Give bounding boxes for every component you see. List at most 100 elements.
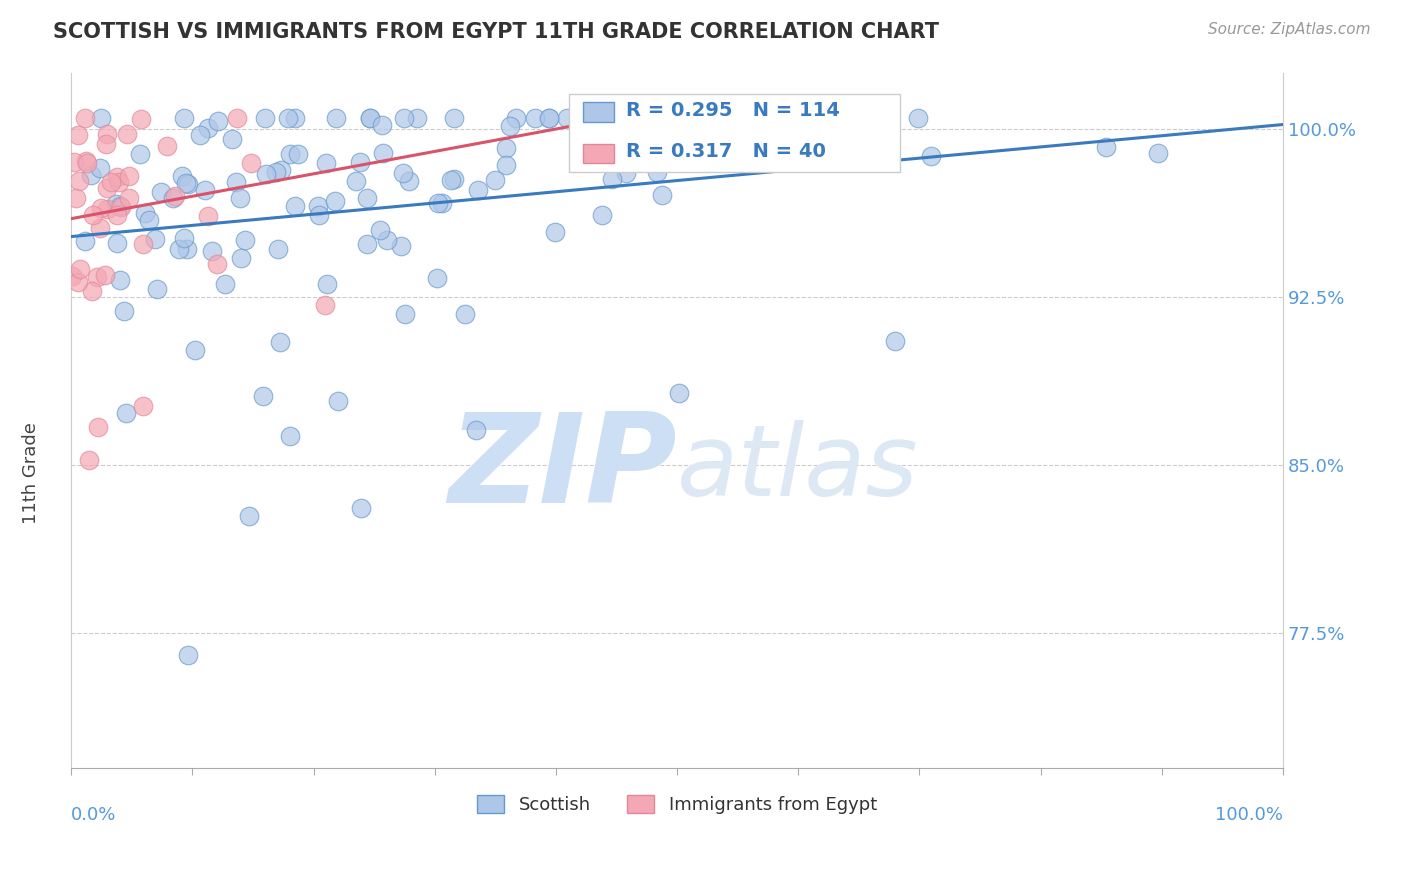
Point (229, 252, 252, 266)
Point (267, 242, 290, 256)
Point (495, 158, 517, 172)
Point (467, 183, 489, 197)
Point (307, 199, 329, 213)
Point (129, 147, 152, 161)
Point (325, 111, 347, 125)
Point (254, 167, 277, 181)
Point (359, 111, 381, 125)
Point (430, 195, 453, 210)
Point (183, 343, 205, 357)
Point (167, 242, 190, 256)
Point (115, 406, 138, 420)
Point (523, 111, 546, 125)
Point (356, 237, 378, 252)
Point (308, 208, 330, 222)
Point (226, 111, 249, 125)
Point (118, 169, 141, 183)
Point (427, 196, 450, 211)
Point (252, 389, 274, 403)
Point (105, 235, 128, 250)
Point (647, 165, 669, 179)
Point (221, 132, 243, 146)
Point (65, 191, 87, 205)
Point (82, 208, 104, 222)
Point (66, 128, 89, 143)
Point (720, 143, 742, 157)
Point (254, 111, 277, 125)
Text: 11th Grade: 11th Grade (22, 422, 39, 524)
Point (240, 156, 263, 170)
Point (117, 127, 139, 141)
Text: R = 0.295   N = 114: R = 0.295 N = 114 (626, 101, 839, 120)
Point (214, 277, 236, 291)
Point (278, 146, 301, 161)
Point (537, 111, 560, 125)
Point (440, 173, 463, 187)
Point (326, 394, 349, 409)
Point (505, 111, 527, 125)
Point (1095, 140, 1118, 154)
Point (225, 175, 247, 189)
Point (269, 335, 291, 350)
Point (373, 146, 395, 161)
Point (162, 191, 184, 205)
Point (176, 242, 198, 256)
Point (69, 261, 91, 276)
Point (315, 277, 337, 292)
Point (89, 220, 111, 235)
Point (389, 239, 412, 253)
Point (67, 174, 90, 188)
Text: 0.0%: 0.0% (72, 805, 117, 824)
Point (96, 202, 118, 217)
Point (398, 174, 420, 188)
Point (454, 307, 477, 321)
Point (235, 233, 257, 247)
Legend: Scottish, Immigrants from Egypt: Scottish, Immigrants from Egypt (470, 788, 884, 822)
Point (495, 141, 517, 155)
Point (484, 173, 506, 187)
Point (96, 128, 118, 142)
Point (197, 209, 219, 223)
Point (105, 208, 128, 222)
Point (394, 307, 416, 321)
Point (426, 271, 449, 285)
Text: R = 0.317   N = 40: R = 0.317 N = 40 (626, 142, 825, 161)
Point (105, 169, 128, 184)
Text: SCOTTISH VS IMMIGRANTS FROM EGYPT 11TH GRADE CORRELATION CHART: SCOTTISH VS IMMIGRANTS FROM EGYPT 11TH G… (53, 22, 939, 42)
Point (679, 126, 702, 140)
Point (96, 181, 118, 195)
Point (537, 111, 560, 125)
Point (197, 121, 219, 136)
Point (207, 114, 229, 128)
Point (800, 141, 823, 155)
Point (67, 275, 90, 289)
Point (75, 154, 97, 169)
Point (370, 223, 392, 237)
Point (173, 111, 195, 125)
Point (146, 283, 169, 297)
Point (63, 154, 86, 169)
Point (149, 185, 172, 199)
Point (375, 233, 398, 247)
Point (143, 232, 166, 246)
Point (720, 145, 742, 159)
Point (80, 168, 103, 182)
Point (270, 162, 292, 177)
Point (176, 176, 198, 190)
Point (173, 231, 195, 245)
Point (920, 148, 942, 162)
Point (499, 119, 522, 133)
Point (132, 400, 155, 414)
Point (190, 128, 212, 142)
Point (201, 244, 224, 258)
Point (391, 166, 413, 180)
Point (170, 169, 193, 183)
Point (73, 111, 96, 125)
Point (94, 268, 117, 282)
Point (600, 172, 623, 186)
Point (108, 175, 131, 189)
Point (359, 111, 381, 125)
Point (104, 197, 127, 211)
Point (650, 135, 672, 149)
Point (132, 236, 155, 251)
